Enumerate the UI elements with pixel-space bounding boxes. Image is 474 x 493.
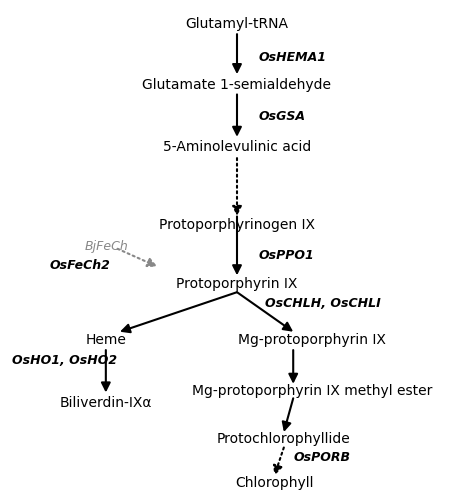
Text: 5-Aminolevulinic acid: 5-Aminolevulinic acid (163, 141, 311, 154)
Text: Heme: Heme (85, 333, 126, 348)
Text: Protoporphyrinogen IX: Protoporphyrinogen IX (159, 217, 315, 232)
Text: OsHO1, OsHO2: OsHO1, OsHO2 (12, 354, 117, 367)
Text: OsCHLH, OsCHLI: OsCHLH, OsCHLI (265, 297, 381, 310)
Text: Mg-protoporphyrin IX: Mg-protoporphyrin IX (238, 333, 386, 348)
Text: Protoporphyrin IX: Protoporphyrin IX (176, 277, 298, 290)
Text: OsGSA: OsGSA (258, 109, 305, 123)
Text: Protochlorophyllide: Protochlorophyllide (217, 432, 351, 446)
Text: Mg-protoporphyrin IX methyl ester: Mg-protoporphyrin IX methyl ester (192, 384, 432, 398)
Text: Chlorophyll: Chlorophyll (235, 476, 314, 490)
Text: OsHEMA1: OsHEMA1 (258, 51, 326, 64)
Text: Glutamate 1-semialdehyde: Glutamate 1-semialdehyde (143, 78, 331, 92)
Text: OsFeCh2: OsFeCh2 (50, 259, 110, 272)
Text: BjFeCh: BjFeCh (85, 240, 128, 253)
Text: OsPORB: OsPORB (293, 451, 350, 464)
Text: OsPPO1: OsPPO1 (258, 248, 314, 262)
Text: Biliverdin-IXα: Biliverdin-IXα (60, 396, 152, 410)
Text: Glutamyl-tRNA: Glutamyl-tRNA (185, 17, 289, 32)
